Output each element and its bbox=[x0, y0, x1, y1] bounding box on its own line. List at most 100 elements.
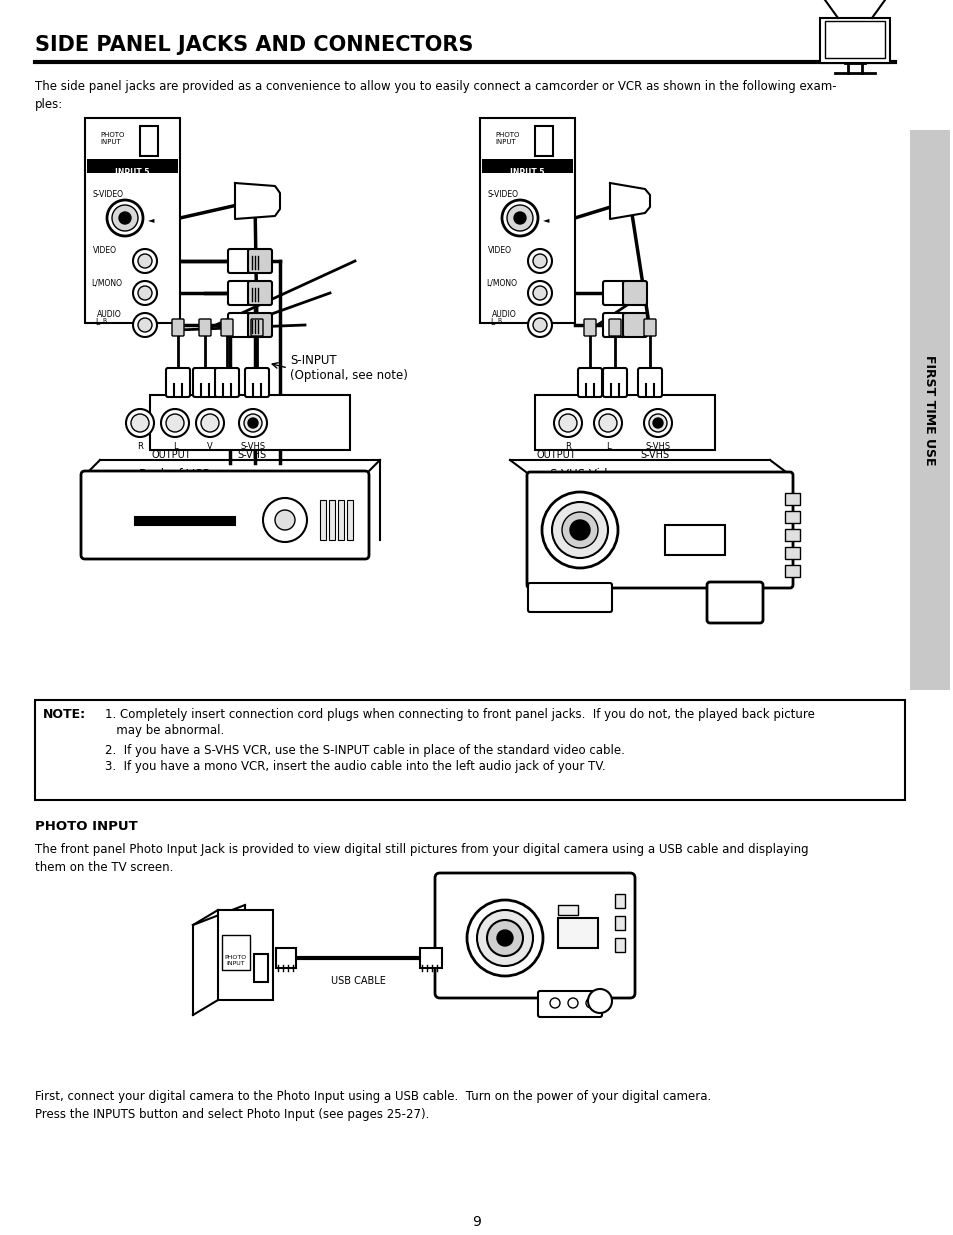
FancyBboxPatch shape bbox=[622, 282, 646, 305]
Circle shape bbox=[587, 989, 612, 1013]
Bar bbox=[35, 700, 904, 800]
Text: L: L bbox=[605, 442, 610, 451]
Text: Back of VCR: Back of VCR bbox=[139, 468, 211, 480]
FancyBboxPatch shape bbox=[172, 319, 184, 336]
Circle shape bbox=[527, 282, 552, 305]
Text: L: L bbox=[490, 317, 494, 327]
Circle shape bbox=[476, 910, 533, 966]
Bar bbox=[329, 500, 335, 540]
FancyBboxPatch shape bbox=[578, 368, 601, 396]
Circle shape bbox=[138, 317, 152, 332]
FancyBboxPatch shape bbox=[228, 312, 252, 337]
Bar bbox=[615, 916, 624, 930]
Circle shape bbox=[248, 417, 257, 429]
Circle shape bbox=[533, 254, 546, 268]
Text: Press the INPUTS button and select Photo Input (see pages 25-27).: Press the INPUTS button and select Photo… bbox=[35, 1108, 429, 1121]
Text: USB CABLE: USB CABLE bbox=[331, 976, 385, 986]
FancyBboxPatch shape bbox=[221, 319, 233, 336]
Circle shape bbox=[126, 409, 153, 437]
Circle shape bbox=[567, 998, 578, 1008]
Bar bbox=[909, 130, 949, 690]
Bar bbox=[347, 500, 353, 540]
FancyBboxPatch shape bbox=[527, 583, 612, 613]
Bar bbox=[820, 19, 889, 63]
Bar bbox=[222, 935, 250, 969]
Text: S-INPUT
(Optional, see note): S-INPUT (Optional, see note) bbox=[290, 354, 408, 382]
Circle shape bbox=[506, 205, 533, 231]
Text: ◄: ◄ bbox=[148, 215, 154, 225]
Circle shape bbox=[161, 409, 189, 437]
Circle shape bbox=[132, 312, 157, 337]
Circle shape bbox=[643, 409, 671, 437]
Circle shape bbox=[467, 900, 542, 976]
Text: NOTE:: NOTE: bbox=[43, 708, 86, 721]
Circle shape bbox=[274, 510, 294, 530]
Circle shape bbox=[648, 414, 666, 432]
FancyBboxPatch shape bbox=[248, 282, 272, 305]
Bar bbox=[784, 493, 800, 505]
Text: VIDEO: VIDEO bbox=[92, 246, 117, 254]
Circle shape bbox=[166, 414, 184, 432]
Bar bbox=[253, 953, 268, 982]
Circle shape bbox=[132, 249, 157, 273]
Circle shape bbox=[594, 409, 621, 437]
Bar bbox=[481, 159, 573, 173]
Text: L: L bbox=[172, 442, 177, 451]
Bar bbox=[664, 525, 724, 555]
FancyBboxPatch shape bbox=[638, 368, 661, 396]
Circle shape bbox=[552, 501, 607, 558]
Text: may be abnormal.: may be abnormal. bbox=[105, 724, 224, 737]
Circle shape bbox=[554, 409, 581, 437]
FancyBboxPatch shape bbox=[245, 368, 269, 396]
Text: OUTPUT: OUTPUT bbox=[152, 450, 192, 459]
Bar bbox=[784, 529, 800, 541]
FancyBboxPatch shape bbox=[166, 368, 190, 396]
Text: L: L bbox=[95, 317, 99, 327]
Circle shape bbox=[497, 930, 513, 946]
Bar bbox=[218, 910, 273, 1000]
Text: ◄: ◄ bbox=[542, 215, 549, 225]
Circle shape bbox=[119, 212, 131, 224]
Text: The side panel jacks are provided as a convenience to allow you to easily connec: The side panel jacks are provided as a c… bbox=[35, 80, 836, 111]
Circle shape bbox=[533, 317, 546, 332]
FancyBboxPatch shape bbox=[435, 873, 635, 998]
Text: INPUT 5: INPUT 5 bbox=[114, 168, 149, 177]
Text: S-VHS: S-VHS bbox=[236, 450, 266, 459]
Text: 2.  If you have a S-VHS VCR, use the S-INPUT cable in place of the standard vide: 2. If you have a S-VHS VCR, use the S-IN… bbox=[105, 743, 624, 757]
Bar bbox=[479, 119, 575, 324]
Bar bbox=[419, 948, 441, 968]
Bar bbox=[87, 159, 178, 173]
Bar bbox=[784, 511, 800, 522]
Circle shape bbox=[132, 282, 157, 305]
Text: INPUT: INPUT bbox=[495, 140, 516, 144]
Circle shape bbox=[138, 287, 152, 300]
Circle shape bbox=[598, 414, 617, 432]
FancyBboxPatch shape bbox=[622, 312, 646, 337]
Text: S-VIDEO: S-VIDEO bbox=[488, 190, 518, 199]
FancyBboxPatch shape bbox=[81, 471, 369, 559]
FancyBboxPatch shape bbox=[526, 472, 792, 588]
Text: OUTPUT: OUTPUT bbox=[537, 450, 576, 459]
Text: PHOTO: PHOTO bbox=[495, 132, 518, 138]
Bar bbox=[275, 948, 295, 968]
Circle shape bbox=[652, 417, 662, 429]
Circle shape bbox=[239, 409, 267, 437]
Circle shape bbox=[514, 212, 525, 224]
FancyBboxPatch shape bbox=[214, 368, 239, 396]
Bar bbox=[824, 21, 884, 58]
Circle shape bbox=[558, 414, 577, 432]
Bar bbox=[558, 905, 578, 915]
Circle shape bbox=[138, 254, 152, 268]
FancyBboxPatch shape bbox=[583, 319, 596, 336]
Text: AUDIO: AUDIO bbox=[492, 310, 517, 319]
Polygon shape bbox=[609, 183, 649, 219]
Text: SIDE PANEL JACKS AND CONNECTORS: SIDE PANEL JACKS AND CONNECTORS bbox=[35, 35, 473, 56]
Text: FIRST TIME USE: FIRST TIME USE bbox=[923, 354, 936, 466]
Text: INPUT: INPUT bbox=[100, 140, 121, 144]
FancyBboxPatch shape bbox=[251, 319, 263, 336]
FancyBboxPatch shape bbox=[602, 312, 626, 337]
FancyBboxPatch shape bbox=[248, 249, 272, 273]
Circle shape bbox=[569, 520, 589, 540]
Circle shape bbox=[550, 998, 559, 1008]
Circle shape bbox=[561, 513, 598, 548]
